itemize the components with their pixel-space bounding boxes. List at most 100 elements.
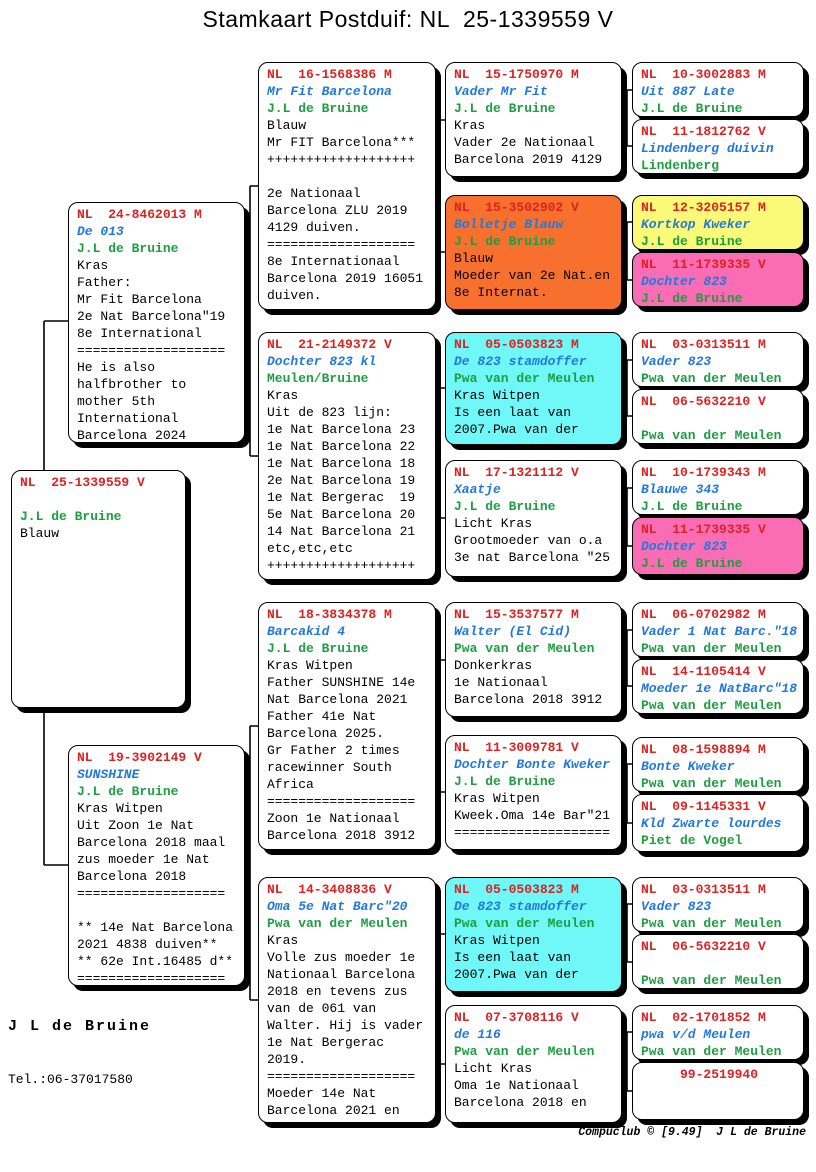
- info-line: Africa: [267, 777, 314, 792]
- info-line: 2e Nat Barcelona 19: [267, 473, 416, 488]
- info-line: +++++++++++++++++++: [267, 558, 416, 573]
- pedigree-box-16-1568386: NL 16-1568386 M Mr Fit Barcelona J.L de Br…: [258, 62, 436, 310]
- info-line: Kras: [454, 118, 486, 133]
- pigeon-name: Vader 1 Nat Barc."18: [641, 624, 798, 639]
- pigeon-name: Oma 5e Nat Barc"20: [267, 899, 408, 914]
- ring-number: NL 02-1701852 M: [641, 1010, 766, 1025]
- info-line: Vader 2e Nationaal: [454, 135, 595, 150]
- ring-number: NL 11-1739335 V: [641, 522, 766, 537]
- info-line: 8e International: [77, 326, 202, 341]
- info-line: Kras Witpen: [454, 933, 540, 948]
- ring-number: NL 06-5632210 V: [641, 394, 766, 409]
- pigeon-name: De 013: [77, 224, 124, 239]
- info-line: Barcelona 2018 3912: [267, 828, 416, 843]
- info-line: Kras: [77, 258, 109, 273]
- info-line: racewinner South: [267, 760, 392, 775]
- owner-name: J.L de Bruine: [641, 234, 743, 249]
- info-line: 2019.: [267, 1052, 307, 1067]
- pedigree-box-21-2149372: NL 21-2149372 V Dochter 823 kl Meulen/Brui…: [258, 332, 436, 580]
- pigeon-name: Moeder 1e NatBarc"18: [641, 681, 798, 696]
- info-line: 2007.Pwa van der: [454, 422, 579, 437]
- pedigree-box-11-1812762: NL 11-1812762 V Lindenberg duivin Lindenbe…: [632, 119, 804, 174]
- info-line: mother 5th: [77, 394, 156, 409]
- phone-number: Tel.:06-37017580: [8, 1072, 133, 1087]
- ring-number: NL 21-2149372 V: [267, 337, 392, 352]
- pedigree-box-17-1321112: NL 17-1321112 V Xaatje J.L de Bruine Licht …: [445, 460, 622, 577]
- info-line: 2e Nat Barcelona"19: [77, 309, 226, 324]
- owner-name: Pwa van der Meulen: [641, 428, 782, 443]
- pigeon-name: Vader Mr Fit: [454, 84, 548, 99]
- owner-name: J.L de Bruine: [641, 291, 743, 306]
- info-line: Kweek.Oma 14e Bar"21: [454, 808, 611, 823]
- pedigree-box-07-3708116: NL 07-3708116 V de 116 Pwa van der Meulen L…: [445, 1005, 622, 1123]
- info-line: Barcelona 2018 3912: [454, 692, 603, 707]
- info-line: 1e Nat Bergerac 19: [267, 490, 416, 505]
- info-line: Barcelona 2024: [77, 428, 187, 443]
- owner-name: J.L de Bruine: [454, 234, 556, 249]
- owner-name: Pwa van der Meulen: [267, 916, 408, 931]
- info-line: halfbrother to: [77, 377, 187, 392]
- pedigree-box-11-3009781: NL 11-3009781 V Dochter Bonte Kweker J.L d…: [445, 735, 622, 850]
- pigeon-name: [641, 955, 801, 972]
- info-line: 1e Nat Barcelona 22: [267, 439, 416, 454]
- info-line: Kras Witpen: [77, 801, 163, 816]
- owner-name: Pwa van der Meulen: [641, 973, 782, 988]
- pedigree-box-06-5632210-a: NL 06-5632210 V Pwa van der Meulen: [632, 389, 804, 444]
- info-line: ===================: [77, 971, 226, 986]
- info-line: ===================: [77, 343, 226, 358]
- owner-name: J.L de Bruine: [77, 784, 179, 799]
- ring-number: NL 11-3009781 V: [454, 740, 579, 755]
- owner-name: Lindenberg: [641, 158, 720, 173]
- pigeon-name: de 116: [454, 1027, 501, 1042]
- owner-name: J.L de Bruine: [454, 774, 556, 789]
- info-line: 3e nat Barcelona "25: [454, 550, 611, 565]
- pigeon-name: Mr Fit Barcelona: [267, 84, 392, 99]
- info-line: Donkerkras: [454, 658, 533, 673]
- pedigree-box-25-1339559: NL 25-1339559 V J.L de Bruine Blauw: [11, 470, 186, 708]
- page-title: Stamkaart Postduif: NL 25-1339559 V: [202, 6, 614, 32]
- info-line: Blauw: [20, 526, 60, 541]
- pedigree-box-06-0702982: NL 06-0702982 M Vader 1 Nat Barc."18 Pwa v…: [632, 602, 804, 657]
- ring-number: NL 11-1739335 V: [641, 257, 766, 272]
- pedigree-box-15-3537577: NL 15-3537577 M Walter (El Cid) Pwa van de…: [445, 602, 622, 717]
- ring-number: NL 12-3205157 M: [641, 200, 766, 215]
- info-line: ===================: [267, 237, 416, 252]
- info-line: Barcelona 2025.: [267, 726, 385, 741]
- ring-number: NL 15-3502902 V: [454, 200, 579, 215]
- info-line: ===================: [267, 794, 416, 809]
- info-line: Nat Barcelona 2021: [267, 692, 408, 707]
- info-line: Moeder 14e Nat: [267, 1086, 377, 1101]
- ring-number: NL 10-1739343 M: [641, 465, 766, 480]
- info-line: Barcelona 2018: [77, 869, 187, 884]
- info-line: Barcelona 2018 maal: [77, 835, 226, 850]
- pigeon-name: Kld Zwarte lourdes: [641, 816, 782, 831]
- ring-number: 99-2519940: [641, 1067, 759, 1082]
- info-line: 2018 en tevens zus: [267, 984, 408, 999]
- info-line: +++++++++++++++++++: [267, 152, 416, 167]
- owner-name: Pwa van der Meulen: [454, 916, 595, 931]
- pigeon-name: De 823 stamdoffer: [454, 354, 587, 369]
- pedigree-box-10-3002883: NL 10-3002883 M Uit 887 Late J.L de Bruine: [632, 62, 804, 117]
- info-line: Mr Fit Barcelona: [77, 292, 202, 307]
- ring-number: NL 10-3002883 M: [641, 67, 766, 82]
- info-line: Barcelona ZLU 2019: [267, 203, 408, 218]
- info-line: Is een laat van: [454, 950, 572, 965]
- info-line: Kras Witpen: [454, 388, 540, 403]
- owner-signature: J L de Bruine: [8, 1018, 152, 1035]
- owner-name: J.L de Bruine: [641, 556, 743, 571]
- pigeon-name: Dochter 823 kl: [267, 354, 377, 369]
- info-line: [267, 168, 433, 185]
- pigeon-name: Vader 823: [641, 899, 712, 914]
- info-line: Barcelona 2019 4129: [454, 152, 603, 167]
- info-line: [77, 902, 242, 919]
- pigeon-name: Dochter 823: [641, 539, 727, 554]
- info-line: Licht Kras: [454, 516, 533, 531]
- info-line: 1e Nat Barcelona 18: [267, 456, 416, 471]
- ring-number: NL 15-3537577 M: [454, 607, 579, 622]
- info-line: 14 Nat Barcelona 21: [267, 524, 416, 539]
- pigeon-name: Bonte Kweker: [641, 759, 735, 774]
- pedigree-box-09-1145331: NL 09-1145331 V Kld Zwarte lourdes Piet de…: [632, 794, 804, 852]
- info-line: Blauw: [267, 118, 307, 133]
- pigeon-name: Lindenberg duivin: [641, 141, 774, 156]
- info-line: Father 41e Nat: [267, 709, 377, 724]
